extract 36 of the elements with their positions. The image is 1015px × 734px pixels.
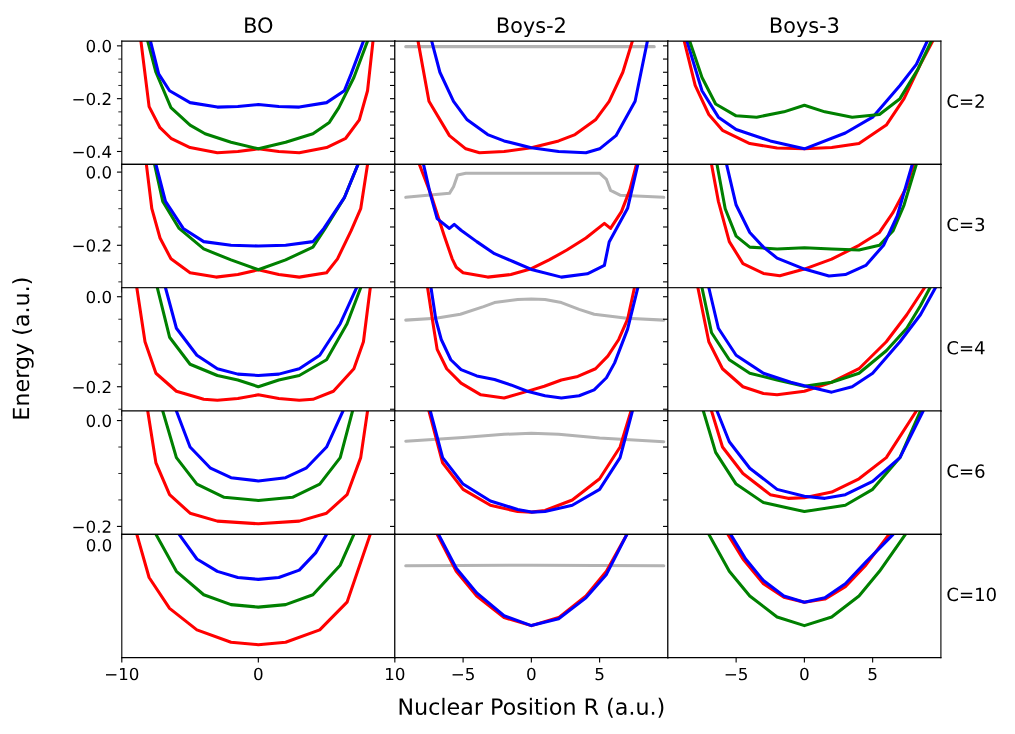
chart-title: Boys-2 bbox=[497, 17, 565, 38]
text: C=6 bbox=[947, 464, 985, 478]
y-tick-label: 0.0 bbox=[86, 166, 111, 179]
y-tick-label: 0.0 bbox=[86, 290, 111, 304]
x-tick-label: −5 bbox=[725, 667, 747, 681]
x-axis-title: Nuclear Position R (a.u.) bbox=[399, 697, 664, 718]
x-tick-label: −5 bbox=[452, 667, 474, 681]
line-series bbox=[154, 164, 360, 248]
x-tick-label: 0 bbox=[254, 667, 263, 681]
line-series bbox=[161, 411, 355, 503]
x-tick-label: 5 bbox=[595, 667, 604, 681]
line-series bbox=[148, 41, 365, 109]
line-series bbox=[155, 287, 363, 389]
text: C=3 bbox=[947, 217, 985, 232]
x-tick-label: 0 bbox=[800, 667, 809, 681]
x-tick-label: 0 bbox=[527, 667, 536, 681]
line-series bbox=[174, 411, 345, 483]
line-series bbox=[146, 411, 370, 526]
y-tick-label: −0.2 bbox=[73, 92, 111, 106]
line-series bbox=[135, 287, 372, 402]
y-tick-label: −0.4 bbox=[73, 145, 112, 159]
x-tick-label: 10 bbox=[386, 667, 405, 681]
text: C=2 bbox=[947, 94, 984, 108]
y-tick-label: 0.0 bbox=[86, 414, 111, 428]
line-series bbox=[163, 287, 359, 378]
x-tick-label: −10 bbox=[105, 667, 139, 681]
text: C=10 bbox=[947, 587, 996, 602]
y-axis-title: Energy (a.u.) bbox=[12, 278, 34, 419]
text: C=4 bbox=[947, 340, 985, 355]
y-tick-label: −0.2 bbox=[73, 239, 111, 252]
y-tick-label: −0.2 bbox=[73, 380, 111, 394]
y-tick-label: 0.0 bbox=[86, 39, 111, 53]
x-tick-label: 5 bbox=[868, 667, 877, 681]
chart-title: BO bbox=[245, 17, 273, 34]
y-tick-label: −0.2 bbox=[73, 520, 111, 533]
chart-title: Boys-3 bbox=[770, 17, 839, 38]
